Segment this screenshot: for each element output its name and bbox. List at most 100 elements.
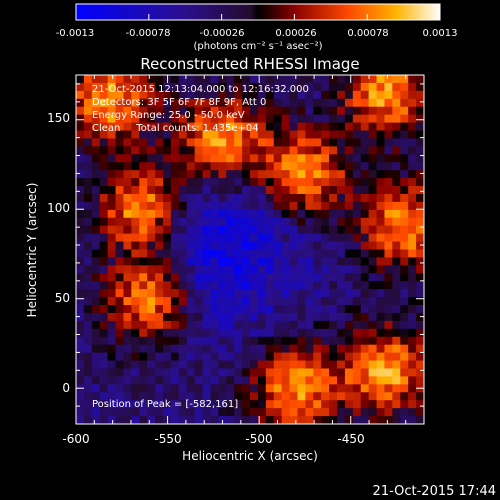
heatmap-pixel <box>297 336 306 346</box>
heatmap-pixel <box>376 217 386 227</box>
heatmap-pixel <box>368 209 378 219</box>
heatmap-pixel <box>289 257 299 266</box>
heatmap-pixel <box>265 265 275 274</box>
heatmap-pixel <box>257 368 267 378</box>
heatmap-pixel <box>376 328 386 338</box>
heatmap-pixel <box>265 178 275 187</box>
heatmap-pixel <box>115 233 125 243</box>
heatmap-pixel <box>107 122 117 132</box>
heatmap-pixel <box>155 82 164 92</box>
heatmap-pixel <box>321 257 330 266</box>
heatmap-pixel <box>194 130 204 140</box>
heatmap-pixel <box>273 328 283 338</box>
heatmap-pixel <box>321 265 330 274</box>
heatmap-pixel <box>376 400 386 409</box>
heatmap-pixel <box>242 368 251 378</box>
heatmap-pixel <box>297 328 306 338</box>
heatmap-pixel <box>392 162 401 171</box>
heatmap-pixel <box>76 193 85 203</box>
heatmap-pixel <box>139 178 148 187</box>
heatmap-pixel <box>186 106 196 116</box>
heatmap-pixel <box>313 201 322 211</box>
heatmap-pixel <box>218 201 227 211</box>
heatmap-pixel <box>226 265 235 274</box>
heatmap-pixel <box>107 408 117 417</box>
heatmap-pixel <box>170 352 180 362</box>
heatmap-pixel <box>337 392 346 401</box>
heatmap-pixel <box>107 312 117 322</box>
heatmap-pixel <box>242 328 251 338</box>
heatmap-pixel <box>178 328 188 338</box>
heatmap-pixel <box>99 312 109 322</box>
heatmap-pixel <box>107 368 117 378</box>
heatmap-pixel <box>368 360 378 370</box>
heatmap-pixel <box>107 352 117 362</box>
heatmap-pixel <box>163 114 172 124</box>
heatmap-pixel <box>305 233 314 243</box>
heatmap-pixel <box>99 82 109 92</box>
heatmap-pixel <box>289 328 299 338</box>
heatmap-pixel <box>139 392 148 401</box>
heatmap-pixel <box>400 162 409 171</box>
heatmap-pixel <box>83 90 93 100</box>
heatmap-pixel <box>273 408 283 417</box>
heatmap-pixel <box>107 154 117 163</box>
plot-frame <box>75 74 425 425</box>
heatmap-pixel <box>408 384 417 393</box>
heatmap-pixel <box>210 130 219 140</box>
heatmap-pixel <box>99 146 109 155</box>
heatmap-pixel <box>147 75 156 84</box>
heatmap-pixel <box>226 336 235 346</box>
heatmap-pixel <box>313 233 322 243</box>
heatmap-pixel <box>218 193 227 203</box>
heatmap-pixel <box>147 352 156 362</box>
heatmap-pixel <box>257 138 267 147</box>
heatmap-pixel <box>376 336 386 346</box>
heatmap-pixel <box>376 186 386 195</box>
heatmap-pixel <box>194 336 204 346</box>
heatmap-pixel <box>400 82 409 92</box>
heatmap-pixel <box>147 162 156 171</box>
heatmap-pixel <box>76 90 85 100</box>
heatmap-pixel <box>408 146 417 155</box>
heatmap-pixel <box>313 193 322 203</box>
heatmap-pixel <box>384 225 393 235</box>
heatmap-pixel <box>329 114 338 124</box>
heatmap-pixel <box>155 376 164 385</box>
heatmap-pixel <box>147 146 156 155</box>
heatmap-pixel <box>234 170 243 179</box>
axis-ticks <box>75 75 425 424</box>
heatmap-pixel <box>99 328 109 338</box>
heatmap-pixel <box>91 114 101 124</box>
heatmap-pixel <box>234 106 243 116</box>
heatmap-pixel <box>210 241 219 251</box>
heatmap-pixel <box>76 312 85 322</box>
heatmap-pixel <box>297 90 306 100</box>
heatmap-pixel <box>170 106 180 116</box>
heatmap-pixel <box>139 186 148 195</box>
heatmap-pixel <box>170 257 180 266</box>
heatmap-pixel <box>376 114 386 124</box>
heatmap-pixel <box>202 408 212 417</box>
heatmap-pixel <box>368 75 378 84</box>
heatmap-pixel <box>384 257 393 266</box>
heatmap-pixel <box>186 336 196 346</box>
heatmap-pixel <box>360 162 370 171</box>
heatmap-pixel <box>289 178 299 187</box>
heatmap-pixel <box>368 384 378 393</box>
heatmap-pixel <box>329 241 338 251</box>
heatmap-pixel <box>360 257 370 266</box>
heatmap-pixel <box>155 368 164 378</box>
heatmap-pixel <box>352 297 362 306</box>
heatmap-pixel <box>91 241 101 251</box>
heatmap-pixel <box>202 186 212 195</box>
heatmap-pixel <box>123 193 132 203</box>
heatmap-pixel <box>242 320 251 330</box>
heatmap-pixel <box>202 154 212 163</box>
heatmap-pixel <box>170 146 180 155</box>
heatmap-pixel <box>178 138 188 147</box>
heatmap-pixel <box>99 320 109 330</box>
heatmap-pixel <box>99 225 109 235</box>
heatmap-pixel <box>99 241 109 251</box>
heatmap-pixel <box>352 201 362 211</box>
